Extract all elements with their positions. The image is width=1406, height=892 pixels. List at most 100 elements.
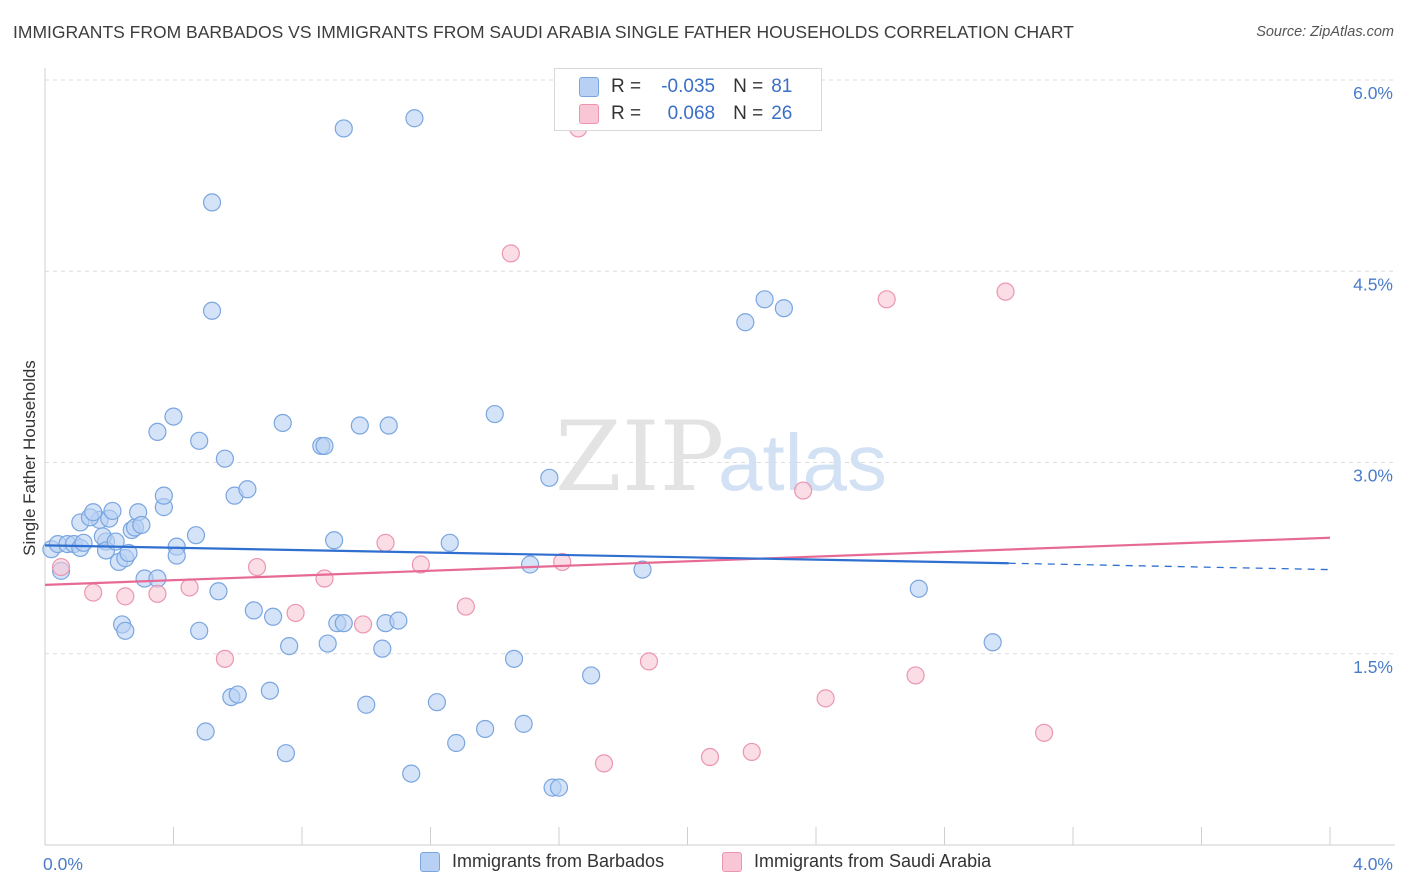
- legend-n-value: 81: [771, 76, 793, 97]
- y-tick-label: 1.5%: [1353, 657, 1393, 677]
- point-saudi: [411, 555, 430, 574]
- point-barbados: [447, 733, 466, 753]
- point-saudi: [996, 282, 1015, 301]
- legend-label-barbados: Immigrants from Barbados: [452, 851, 665, 871]
- point-barbados: [350, 416, 369, 435]
- point-barbados: [549, 778, 569, 797]
- point-barbados: [84, 503, 103, 522]
- point-barbados: [736, 313, 755, 332]
- point-saudi: [247, 557, 267, 577]
- legend-swatch-barbados: [420, 851, 440, 872]
- series-saudi-points: [51, 119, 1054, 773]
- legend-swatch-saudi: [579, 104, 599, 124]
- point-saudi: [215, 649, 234, 668]
- point-barbados: [318, 634, 337, 653]
- point-barbados: [582, 666, 601, 685]
- y-tick-labels: 1.5% 3.0% 4.5% 6.0%: [1353, 83, 1393, 677]
- point-saudi: [794, 481, 813, 500]
- point-barbados: [263, 607, 283, 626]
- point-saudi: [501, 244, 520, 263]
- point-barbados: [373, 639, 392, 658]
- legend-r-label: R =: [611, 76, 642, 97]
- point-saudi: [353, 615, 373, 634]
- point-barbados: [520, 555, 540, 574]
- point-barbados: [186, 526, 206, 545]
- point-barbados: [190, 431, 209, 450]
- point-barbados: [325, 531, 344, 550]
- watermark-zip: ZIP: [555, 401, 724, 513]
- point-barbados: [190, 621, 209, 640]
- point-saudi: [315, 569, 334, 588]
- point-saudi: [639, 652, 659, 671]
- point-saudi: [148, 584, 167, 603]
- point-barbados: [983, 633, 1002, 652]
- point-barbados: [379, 416, 398, 435]
- trend-line-saudi: [44, 536, 1331, 586]
- point-saudi: [877, 290, 896, 309]
- point-barbados: [485, 404, 504, 424]
- point-saudi: [286, 603, 305, 623]
- point-barbados: [389, 611, 408, 630]
- point-saudi: [116, 587, 135, 606]
- point-barbados: [119, 543, 138, 563]
- series-legend: Immigrants from Barbados Immigrants from…: [0, 851, 1406, 877]
- point-barbados: [202, 193, 222, 212]
- legend-r-value: -0.035: [661, 76, 716, 97]
- point-barbados: [116, 621, 135, 640]
- legend-item-barbados: Immigrants from Barbados: [420, 851, 664, 872]
- x-tick-label: 4.0%: [1353, 854, 1393, 874]
- point-barbados: [909, 579, 928, 598]
- legend-r-value: 0.068: [667, 103, 716, 124]
- point-saudi: [51, 557, 71, 577]
- point-barbados: [633, 560, 652, 579]
- legend-row-saudi: R = 0.068 N = 26: [579, 102, 792, 126]
- point-saudi: [180, 578, 199, 597]
- legend-n-label: N =: [733, 76, 764, 97]
- watermark: ZIP atlas: [555, 401, 887, 513]
- point-barbados: [154, 486, 173, 505]
- point-barbados: [280, 636, 299, 656]
- legend-r-label: R =: [611, 103, 642, 124]
- point-barbados: [476, 719, 495, 739]
- point-barbados: [504, 649, 524, 668]
- point-saudi: [456, 597, 475, 616]
- point-barbados: [402, 764, 421, 783]
- point-barbados: [357, 695, 376, 714]
- point-barbados: [74, 533, 93, 552]
- point-barbados: [103, 501, 122, 521]
- legend-row-barbados: R = -0.035 N = 81: [579, 75, 792, 99]
- point-barbados: [202, 301, 222, 320]
- point-saudi: [700, 747, 720, 767]
- point-saudi: [742, 742, 761, 762]
- y-tick-label: 6.0%: [1353, 83, 1393, 103]
- point-barbados: [427, 693, 447, 712]
- legend-swatch-saudi: [722, 851, 742, 872]
- point-barbados: [260, 681, 279, 700]
- point-barbados: [209, 582, 228, 601]
- x-tick-label: 0.0%: [43, 854, 83, 874]
- point-barbados: [196, 722, 215, 741]
- axes: [44, 68, 1395, 846]
- trend-lines: [44, 536, 1331, 586]
- point-saudi: [1034, 723, 1054, 742]
- legend-n-label: N =: [733, 103, 764, 124]
- source-credit: Source: ZipAtlas.com: [1256, 24, 1394, 40]
- point-barbados: [774, 299, 793, 318]
- point-barbados: [273, 413, 292, 433]
- x-tick-labels: 0.0% 4.0%: [43, 854, 1393, 874]
- point-barbados: [132, 515, 151, 535]
- point-barbados: [755, 290, 774, 309]
- point-barbados: [167, 546, 186, 565]
- point-barbados: [514, 714, 533, 733]
- point-barbados: [148, 569, 167, 588]
- stats-legend: R = -0.035 N = 81 R = 0.068 N = 26: [554, 68, 822, 131]
- point-barbados: [405, 109, 424, 128]
- y-tick-label: 4.5%: [1353, 274, 1393, 294]
- point-saudi: [816, 689, 835, 708]
- point-barbados: [540, 468, 559, 487]
- point-saudi: [594, 754, 614, 773]
- point-barbados: [315, 436, 334, 456]
- point-barbados: [215, 449, 234, 468]
- legend-swatch-barbados: [579, 77, 599, 97]
